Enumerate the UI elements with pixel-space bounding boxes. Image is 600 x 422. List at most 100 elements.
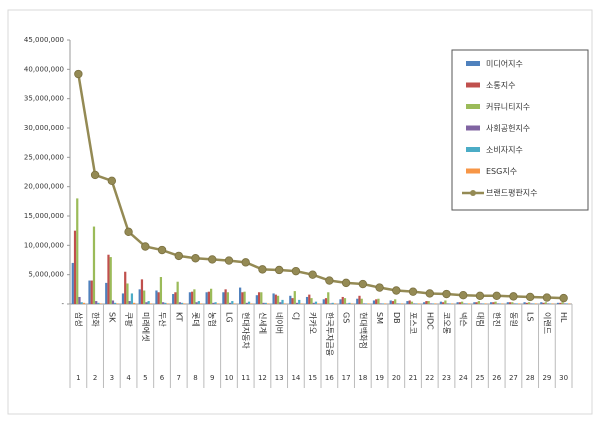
line-marker (258, 265, 267, 274)
y-tick-label: 40,000,000 (24, 65, 64, 73)
x-tick-label: HDC (425, 312, 434, 330)
bar (159, 277, 163, 304)
bar (300, 303, 303, 304)
legend-label: 사회공헌지수 (486, 124, 530, 133)
legend-label: 미디어지수 (486, 59, 523, 69)
bar (463, 303, 466, 304)
line-marker (308, 270, 317, 279)
bar (348, 302, 351, 304)
bar (375, 299, 378, 304)
rank-label: 16 (325, 374, 334, 382)
bar (314, 301, 318, 304)
bar (241, 292, 244, 304)
bar (498, 303, 502, 304)
bar (565, 303, 569, 304)
bar (107, 254, 110, 304)
bar (78, 296, 81, 304)
bar (389, 300, 392, 304)
bar (362, 303, 366, 304)
bar (365, 303, 368, 304)
x-tick-label: LS (526, 312, 535, 322)
bar (475, 302, 478, 304)
rank-label: 14 (291, 374, 300, 382)
bar (396, 303, 399, 304)
rank-label: 22 (425, 374, 434, 382)
bar (272, 293, 275, 304)
line-marker (124, 227, 133, 237)
bar (523, 302, 526, 304)
bar (322, 299, 325, 304)
bar (408, 300, 411, 304)
x-tick-label: KT (174, 312, 183, 322)
bar (540, 302, 543, 304)
rank-label: 10 (225, 374, 234, 382)
line-marker (392, 286, 401, 295)
bar (377, 298, 380, 304)
bar (92, 226, 96, 304)
line-marker (191, 254, 200, 263)
y-tick-label: 25,000,000 (24, 153, 64, 161)
bar (506, 302, 509, 304)
bar (465, 303, 468, 304)
line-marker (492, 291, 501, 300)
bar (317, 303, 320, 304)
bar (467, 303, 470, 304)
bar (356, 298, 359, 304)
bar (379, 303, 382, 304)
bar (183, 303, 186, 304)
bar (358, 295, 361, 304)
bar (178, 302, 181, 304)
rank-label: 30 (559, 374, 568, 382)
legend-label: 소통지수 (486, 81, 515, 90)
bar (243, 291, 246, 304)
bar (172, 294, 175, 304)
bar (245, 302, 248, 304)
x-tick-label: 쿠팡 (124, 312, 134, 327)
bar (82, 302, 86, 304)
bar (266, 303, 270, 304)
bar (458, 302, 462, 304)
rank-label: 21 (409, 374, 418, 382)
bar (212, 302, 215, 304)
y-tick-label: 30,000,000 (24, 124, 64, 132)
bar (199, 303, 203, 304)
bar (473, 302, 476, 304)
line-marker (425, 289, 434, 298)
x-tick-label: 두산 (158, 312, 168, 327)
bar (147, 301, 150, 304)
legend-swatch (466, 82, 480, 88)
line-marker (475, 291, 485, 300)
bar (532, 303, 535, 304)
bar (427, 301, 430, 304)
bar (88, 280, 91, 304)
bar (530, 303, 533, 304)
bar (216, 303, 219, 304)
bar (279, 302, 282, 304)
rank-label: 17 (342, 374, 351, 382)
bar (140, 279, 144, 304)
bar (490, 302, 493, 304)
bar (283, 303, 286, 304)
bar (99, 303, 102, 304)
rank-label: 27 (509, 374, 518, 382)
bar (149, 303, 152, 304)
rank-label: 6 (160, 374, 165, 382)
bar (442, 302, 445, 304)
bar (97, 302, 100, 304)
x-tick-label: 네이버 (275, 312, 285, 334)
bar (180, 302, 184, 304)
bar (327, 292, 330, 304)
bar (542, 302, 545, 304)
bar (448, 303, 451, 304)
x-tick-label: 한화 (91, 312, 100, 327)
legend-swatch (466, 125, 480, 131)
y-tick-label: 15,000,000 (24, 212, 64, 220)
bar (549, 303, 552, 304)
bar (556, 302, 560, 304)
bar (111, 300, 115, 304)
rank-label: 13 (275, 374, 284, 382)
bar (239, 287, 242, 304)
bar (534, 303, 537, 304)
x-tick-label: 신세계 (258, 312, 268, 334)
